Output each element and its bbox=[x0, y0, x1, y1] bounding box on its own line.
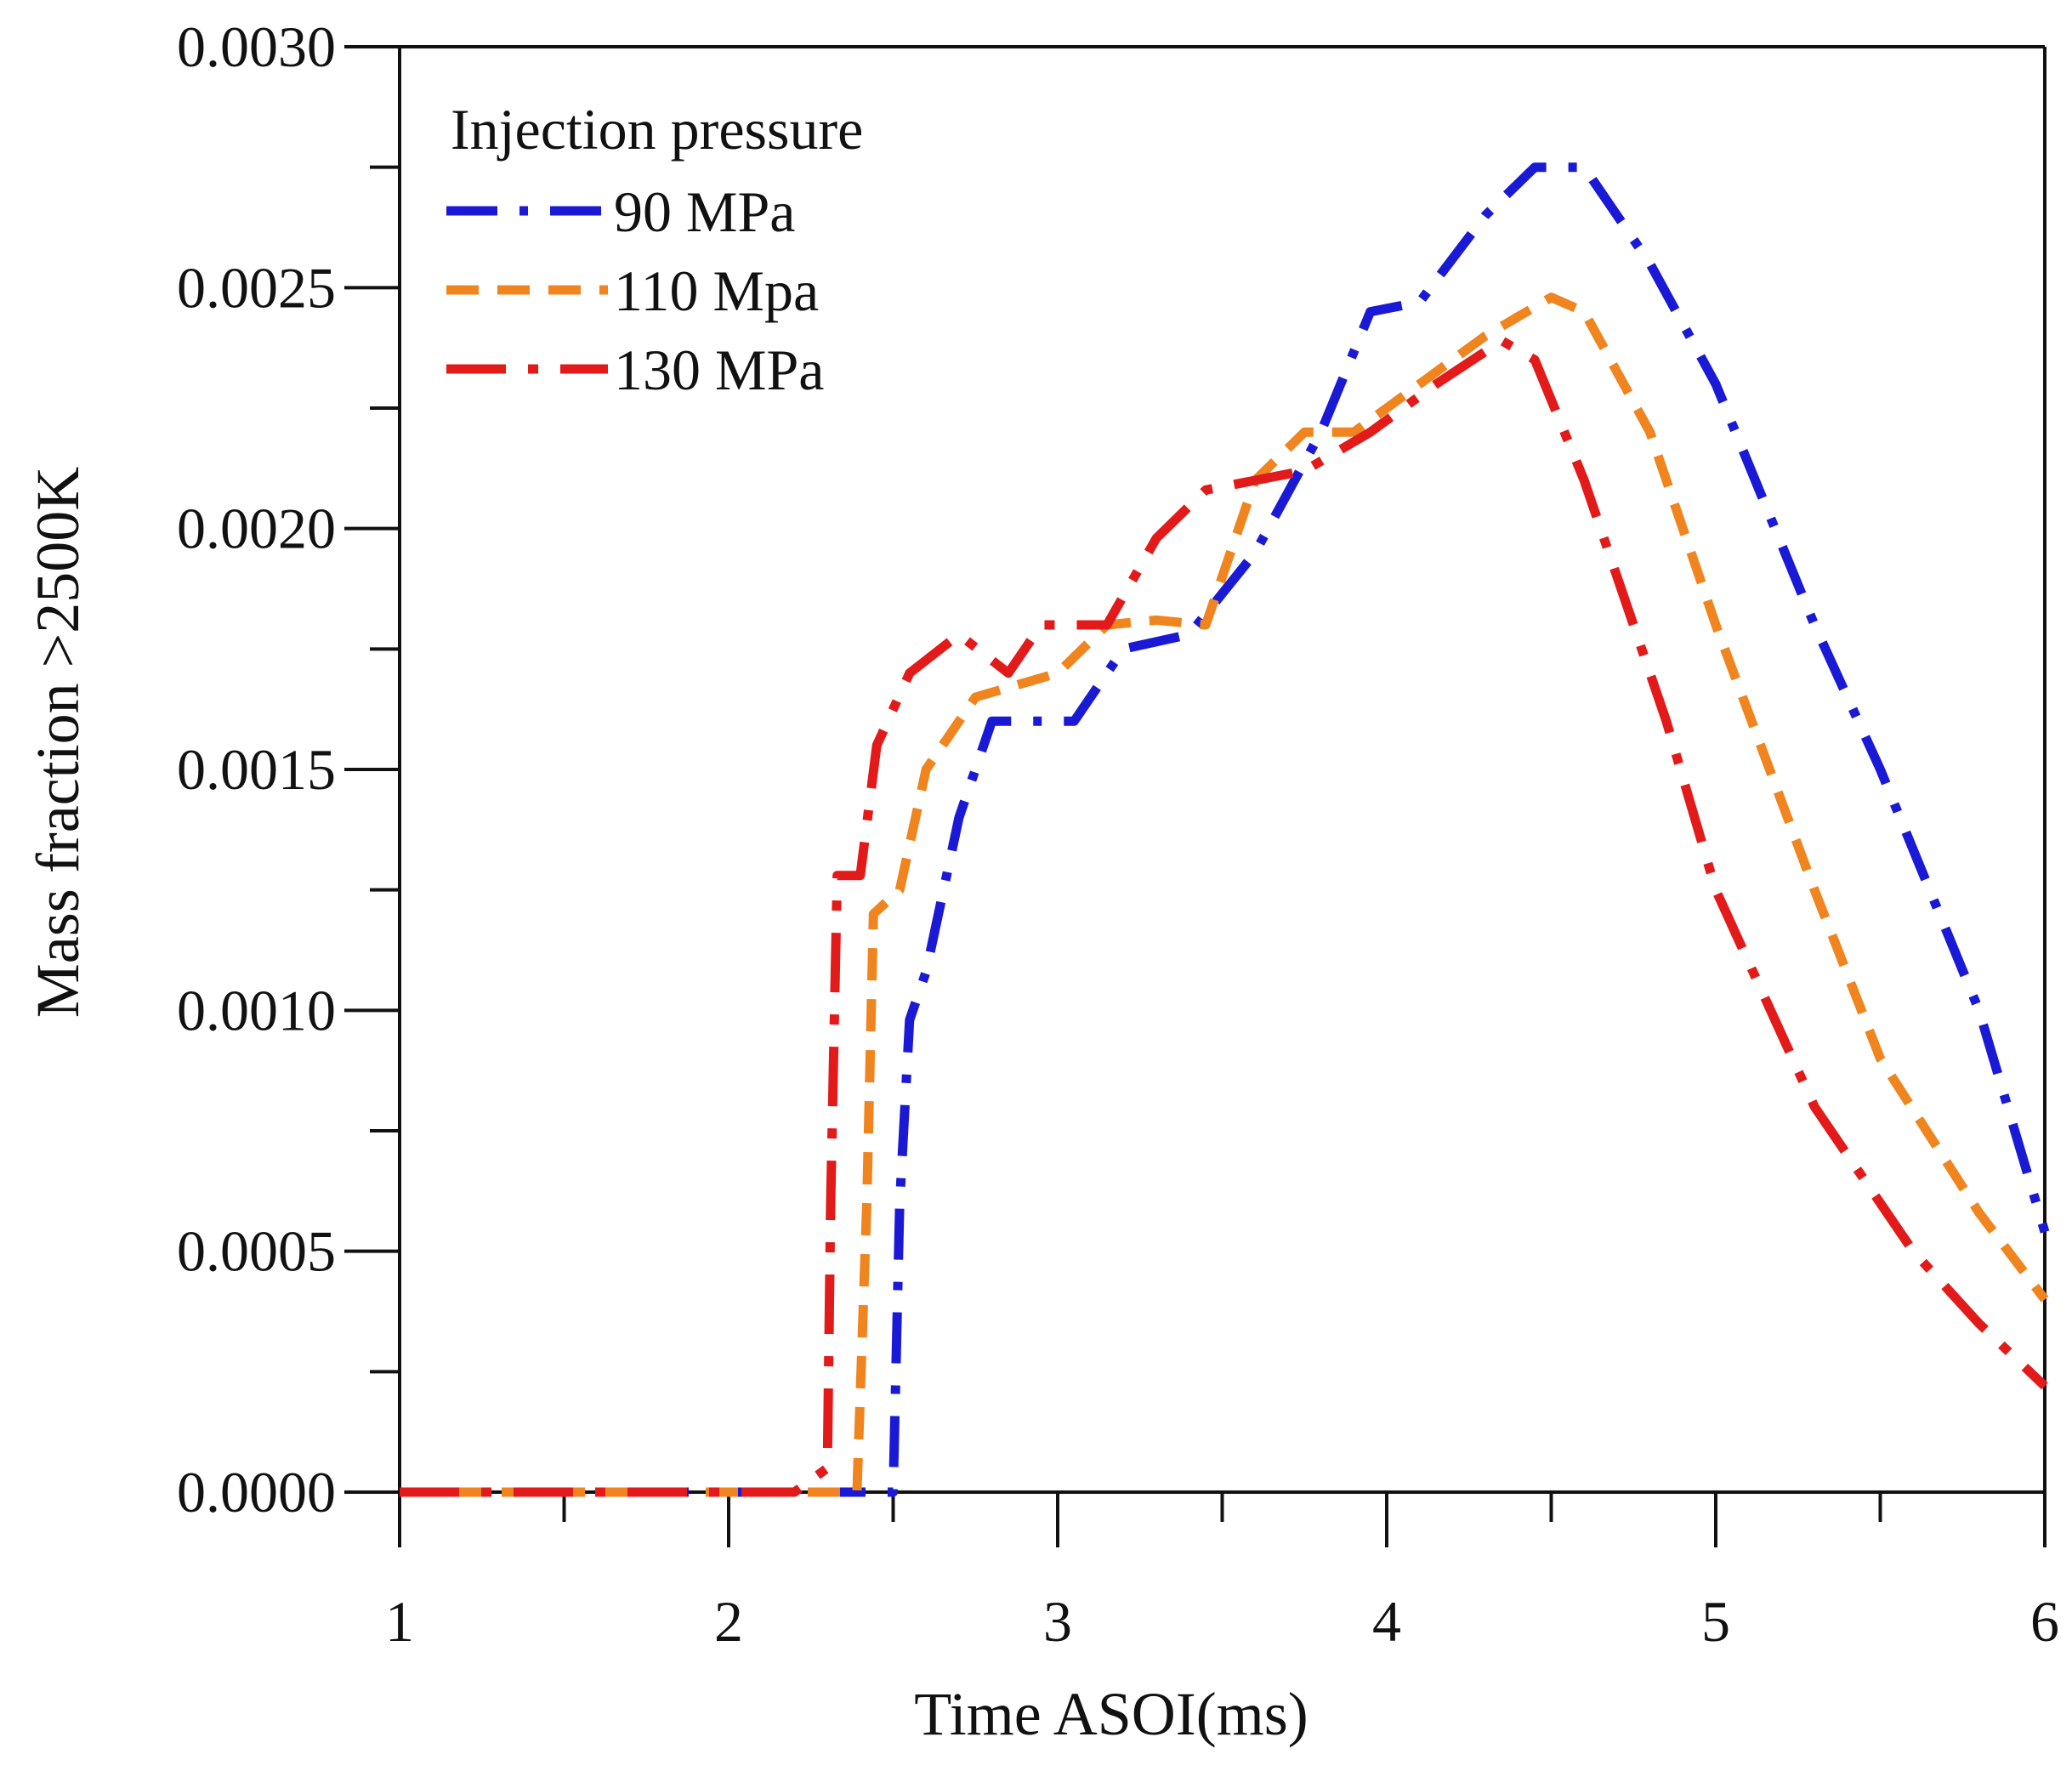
y-axis-title: Mass fraction >2500K bbox=[24, 467, 92, 1019]
y-tick-label: 0.0015 bbox=[177, 737, 336, 802]
x-tick-label: 5 bbox=[1701, 1589, 1730, 1654]
legend-title: Injection pressure bbox=[451, 97, 863, 162]
x-tick-label: 3 bbox=[1043, 1589, 1072, 1654]
legend-label: 90 MPa bbox=[614, 179, 795, 244]
y-tick-label: 0.0030 bbox=[177, 14, 336, 79]
legend-label: 110 Mpa bbox=[614, 258, 819, 323]
series-line-130-mpa bbox=[400, 336, 2048, 1497]
x-tick-label: 1 bbox=[385, 1589, 414, 1654]
x-tick-label: 4 bbox=[1372, 1589, 1401, 1654]
x-tick-label: 2 bbox=[714, 1589, 743, 1654]
y-tick-label: 0.0000 bbox=[177, 1460, 336, 1524]
y-tick-label: 0.0020 bbox=[177, 497, 336, 561]
legend-label: 130 MPa bbox=[614, 338, 824, 402]
legend: Injection pressure 90 MPa 110 Mpa 130 MPa bbox=[446, 97, 863, 402]
y-tick-label: 0.0005 bbox=[177, 1219, 336, 1284]
series-line-90-mpa bbox=[400, 162, 2050, 1497]
series-layer bbox=[400, 162, 2050, 1497]
series-line-110-mpa bbox=[400, 292, 2049, 1497]
y-tick-label: 0.0010 bbox=[177, 978, 336, 1042]
x-tick-label: 6 bbox=[2030, 1589, 2059, 1654]
x-axis-title: Time ASOI(ms) bbox=[914, 1680, 1308, 1748]
axes-layer: 0.0000 0.0005 0.0010 0.0015 0.0020 0.0025 0.00… bbox=[177, 14, 2059, 1654]
y-tick-label: 0.0025 bbox=[177, 255, 336, 320]
